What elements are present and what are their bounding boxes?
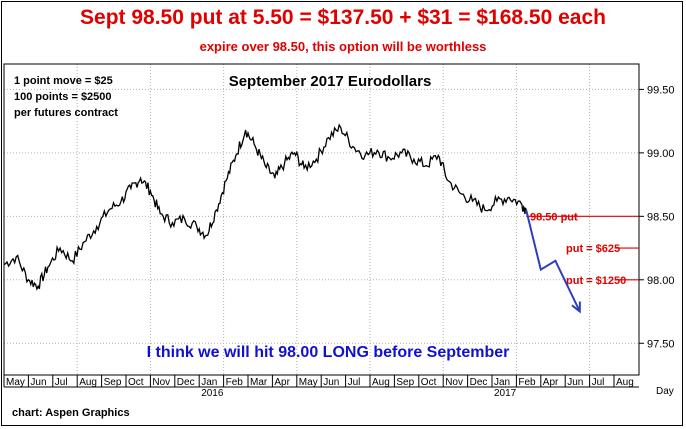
level-label: put = $1250 bbox=[566, 275, 626, 287]
forecast-comment: I think we will hit 98.00 LONG before Se… bbox=[147, 344, 510, 361]
x-tick-label: Jan bbox=[494, 377, 510, 388]
note-line-3: per futures contract bbox=[14, 107, 118, 119]
y-tick-labels: 99.50 99.00 98.50 98.00 97.50 bbox=[639, 84, 675, 350]
price-line bbox=[3, 123, 527, 291]
x-axis: May Jun Jul Aug Sep Oct Nov Dec Jan Feb Mar Apr May J… bbox=[3, 375, 674, 399]
source-label: chart: Aspen Graphics bbox=[12, 407, 130, 419]
x-tick-label: Jun bbox=[30, 377, 46, 388]
x-tick-label: Jul bbox=[592, 377, 605, 388]
x-tick-label: Jun bbox=[323, 377, 339, 388]
projection-arrowhead bbox=[571, 301, 581, 314]
chart-title: September 2017 Eurodollars bbox=[229, 73, 432, 90]
x-tick-label: May bbox=[299, 377, 318, 388]
y-tick-label: 99.50 bbox=[647, 84, 675, 96]
x-tick-label: Jul bbox=[55, 377, 68, 388]
x-tick-label: Sep bbox=[104, 377, 122, 388]
subheadline: expire over 98.50, this option will be w… bbox=[199, 39, 487, 54]
x-tick-label: Mar bbox=[250, 377, 268, 388]
y-tick-label: 98.00 bbox=[647, 275, 675, 287]
x-tick-label: Dec bbox=[177, 377, 195, 388]
note-line-2: 100 points = $2500 bbox=[14, 91, 112, 103]
x-year-label: 2016 bbox=[201, 388, 224, 399]
y-tick-label: 98.50 bbox=[647, 211, 675, 223]
level-label: put = $625 bbox=[566, 243, 620, 255]
x-tick-label: Jun bbox=[567, 377, 583, 388]
x-tick-label: Nov bbox=[445, 377, 463, 388]
x-tick-label: Oct bbox=[128, 377, 144, 388]
price-series bbox=[3, 123, 527, 291]
x-tick-label: Nov bbox=[152, 377, 170, 388]
x-tick-label: Dec bbox=[470, 377, 488, 388]
note-line-1: 1 point move = $25 bbox=[14, 75, 113, 87]
x-axis-unit-label: Day bbox=[656, 386, 674, 397]
projection-line bbox=[525, 209, 581, 312]
x-tick-label: Feb bbox=[518, 377, 536, 388]
x-tick-label: Sep bbox=[396, 377, 414, 388]
x-tick-label: Apr bbox=[274, 377, 290, 388]
x-tick-label: Jul bbox=[348, 377, 361, 388]
y-tick-label: 99.00 bbox=[647, 148, 675, 160]
y-tick-label: 97.50 bbox=[647, 338, 675, 350]
headline: Sept 98.50 put at 5.50 = $137.50 + $31 =… bbox=[80, 6, 606, 29]
x-year-label: 2017 bbox=[494, 388, 517, 399]
x-tick-label: May bbox=[6, 377, 25, 388]
x-tick-label: Jan bbox=[201, 377, 217, 388]
x-tick-label: Apr bbox=[543, 377, 559, 388]
x-tick-label: Aug bbox=[616, 377, 634, 388]
x-tick-label: Aug bbox=[79, 377, 97, 388]
x-tick-label: Oct bbox=[421, 377, 437, 388]
level-label: 98.50 put bbox=[530, 211, 578, 223]
put-levels: 98.50 put put = $625 put = $1250 bbox=[526, 211, 639, 287]
x-tick-label: Feb bbox=[226, 377, 244, 388]
x-tick-label: Aug bbox=[372, 377, 390, 388]
projection bbox=[525, 209, 581, 314]
